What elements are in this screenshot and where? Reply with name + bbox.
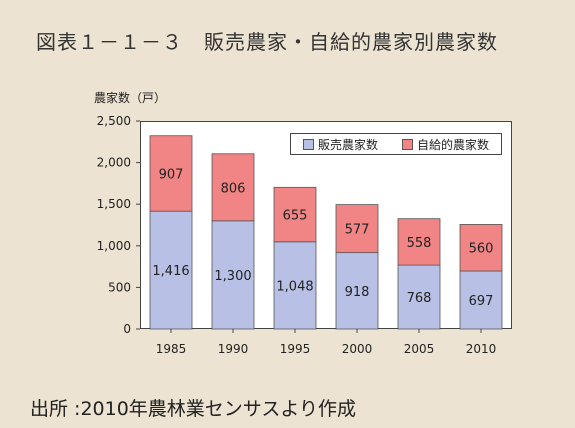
legend: 販売農家数 自給的農家数 <box>290 133 502 155</box>
figure-title: 図表１－１－３ 販売農家・自給的農家別農家数 <box>36 30 498 54</box>
source-note: 出所 :2010年農林業センサスより作成 <box>30 398 357 420</box>
bar-self-sufficient-farms <box>273 186 317 243</box>
data-label-self-sufficient-farms: 577 <box>345 223 370 238</box>
y-axis-label: 農家数（戸） <box>94 91 167 105</box>
bar-sales-farms <box>149 210 193 330</box>
legend-swatch-sales-farms <box>302 138 314 150</box>
y-tick-label: 2,000 <box>97 156 131 170</box>
plot-area <box>140 121 512 329</box>
y-tick-label: 500 <box>108 280 131 294</box>
data-label-self-sufficient-farms: 655 <box>283 209 308 224</box>
data-label-self-sufficient-farms: 907 <box>159 167 184 182</box>
bar-sales-farms <box>459 270 503 330</box>
y-tick-label: 0 <box>123 322 131 336</box>
x-tick-label: 2010 <box>466 342 497 356</box>
data-label-sales-farms: 1,416 <box>152 264 189 279</box>
x-tick-label: 1990 <box>218 342 249 356</box>
bar-sales-farms <box>273 241 317 330</box>
x-tick-label: 1985 <box>156 342 187 356</box>
y-tick-label: 1,000 <box>97 239 131 253</box>
bar-sales-farms <box>335 252 379 330</box>
bar-self-sufficient-farms <box>397 218 441 266</box>
data-label-sales-farms: 918 <box>345 285 370 300</box>
data-label-sales-farms: 768 <box>407 291 432 306</box>
legend-item-self-sufficient-farms: 自給的農家数 <box>401 136 489 153</box>
bar-sales-farms <box>397 264 441 330</box>
data-label-self-sufficient-farms: 806 <box>221 181 246 196</box>
data-label-sales-farms: 697 <box>469 294 494 309</box>
data-label-self-sufficient-farms: 560 <box>469 242 494 257</box>
legend-item-sales-farms: 販売農家数 <box>302 136 378 153</box>
data-label-sales-farms: 1,300 <box>214 269 251 284</box>
bar-self-sufficient-farms <box>149 135 193 212</box>
bar-self-sufficient-farms <box>211 153 255 222</box>
x-tick-label: 1995 <box>280 342 311 356</box>
x-tick-label: 2005 <box>404 342 435 356</box>
y-tick-label: 2,500 <box>97 114 131 128</box>
legend-swatch-self-sufficient-farms <box>401 138 413 150</box>
bar-self-sufficient-farms <box>335 204 379 254</box>
x-tick-label: 2000 <box>342 342 373 356</box>
bar-self-sufficient-farms <box>459 224 503 272</box>
legend-label-sales-farms: 販売農家数 <box>317 137 378 152</box>
y-tick-label: 1,500 <box>97 197 131 211</box>
data-label-self-sufficient-farms: 558 <box>407 236 432 251</box>
data-label-sales-farms: 1,048 <box>276 279 313 294</box>
legend-label-self-sufficient-farms: 自給的農家数 <box>416 137 489 152</box>
